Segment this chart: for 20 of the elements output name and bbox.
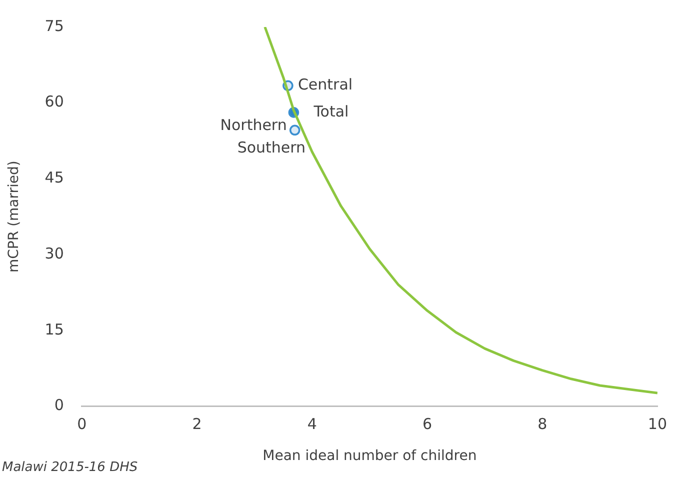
x-tick-label: 2: [192, 415, 202, 434]
y-tick-label: 15: [44, 320, 64, 338]
y-axis-title: mCPR (married): [6, 160, 22, 273]
x-tick-label: 8: [538, 415, 548, 434]
x-tick-label: 6: [422, 415, 432, 434]
annotation: Total: [312, 102, 349, 120]
annotation: Northern: [220, 116, 287, 134]
y-tick-label: 0: [54, 396, 64, 414]
text: Malawi 2015-16 DHS: [2, 460, 138, 475]
y-tick-label: 45: [44, 168, 64, 187]
point: [289, 124, 300, 136]
y-tick-label: 60: [44, 92, 64, 111]
y-tick-label: 75: [44, 16, 64, 35]
annotation: Southern: [237, 138, 306, 157]
y-tick-label: 30: [44, 244, 64, 262]
x-tick-label: 10: [648, 415, 668, 434]
x-tick-label: 4: [307, 415, 317, 434]
x-tick-label: 0: [77, 415, 87, 434]
x-axis-title: Mean ideal number of children: [262, 448, 477, 464]
annotation: Central: [298, 76, 353, 94]
